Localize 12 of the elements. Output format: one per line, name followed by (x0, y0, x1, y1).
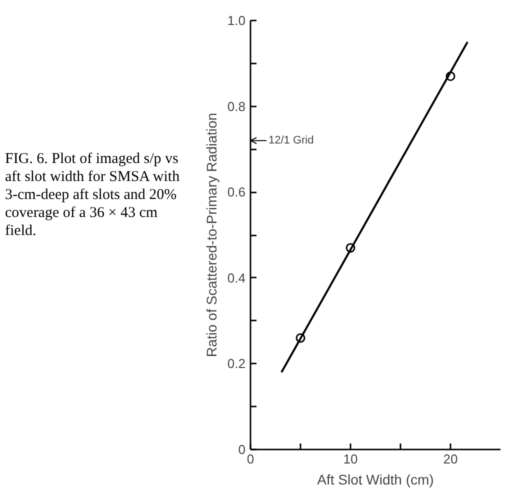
y-axis-title: Ratio of Scattered-to-Primary Radiation (203, 112, 220, 358)
y-tick-label: 0.8 (227, 98, 246, 114)
y-tick-label: 0.2 (227, 356, 246, 372)
y-tick-label: 1.0 (227, 13, 246, 28)
y-tick-label: 0.4 (227, 270, 246, 286)
x-axis-title: Aft Slot Width (cm) (317, 472, 434, 488)
y-tick-label: 0.6 (227, 184, 246, 200)
caption: FIG. 6. Plot of imaged s/p vs aft slot width for SMSA with 3-cm-deep aft slots and 20% coverage of a 36 × 43 cm field. (5, 150, 181, 240)
x-tick-label: 20 (443, 452, 458, 466)
x-tick-label: 10 (343, 452, 358, 466)
y-tick-label: 0 (238, 442, 246, 457)
ref-line-label: 12/1 Grid (268, 134, 314, 147)
